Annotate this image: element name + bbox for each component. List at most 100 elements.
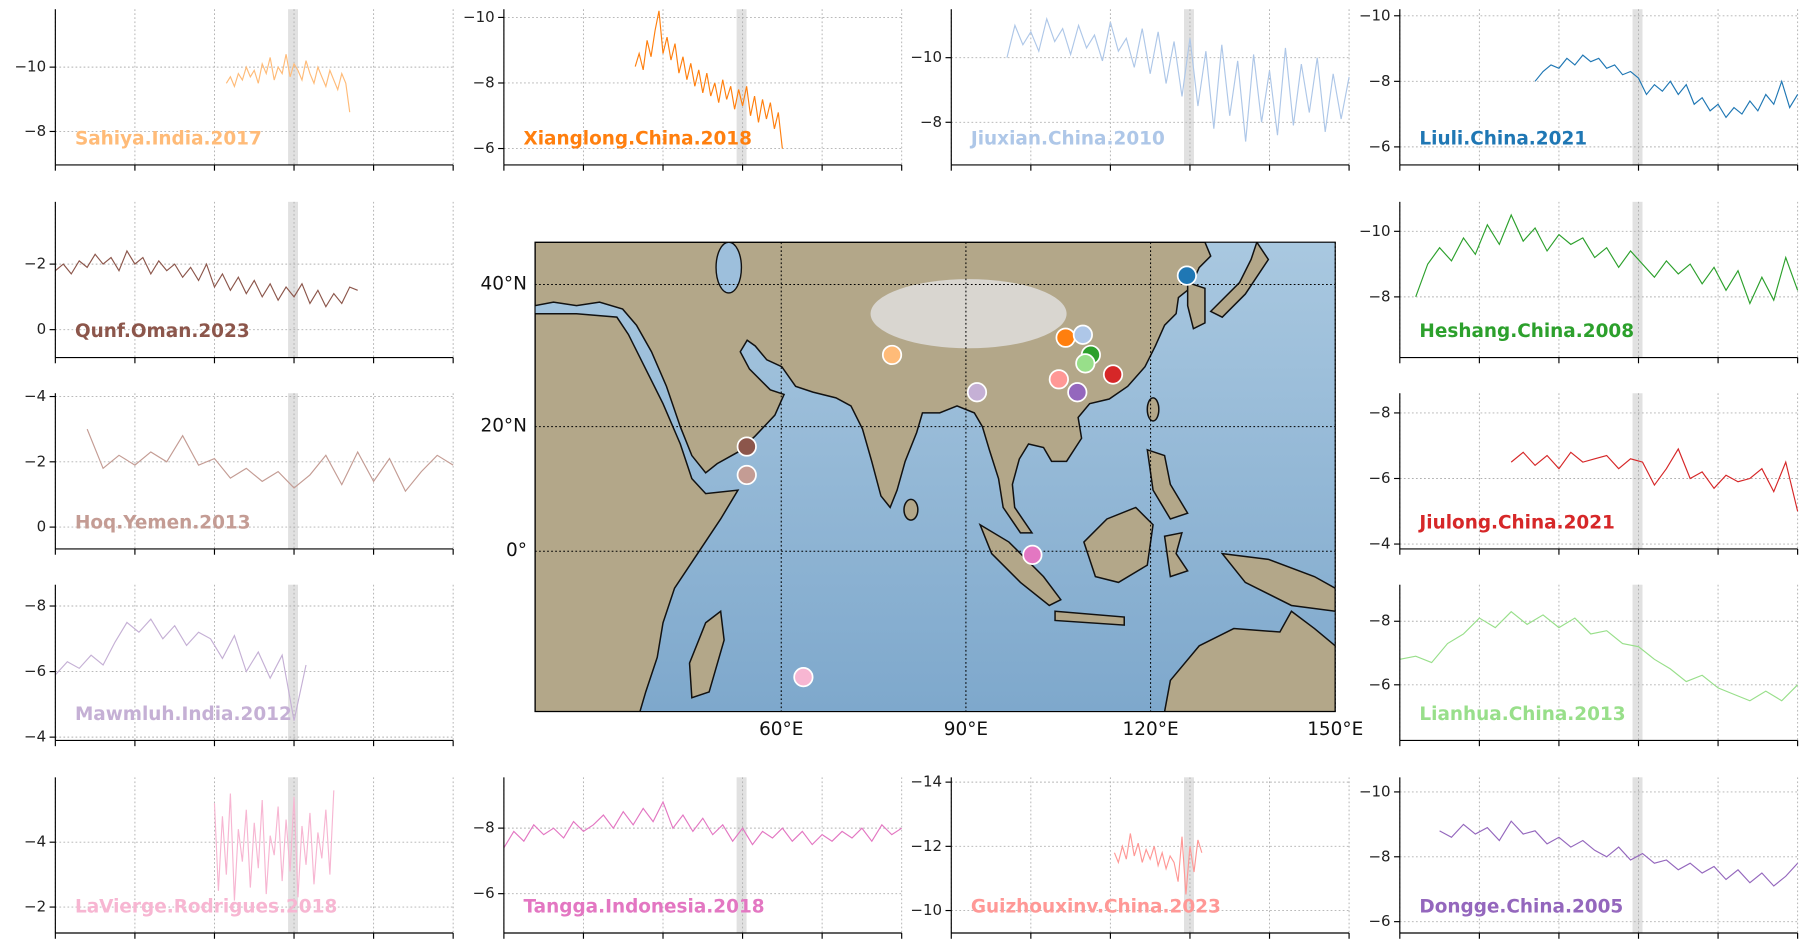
y-tick-label: −6 [1369, 675, 1391, 693]
land [1146, 448, 1189, 520]
series-line [634, 10, 783, 149]
land [1186, 281, 1206, 330]
y-tick-label: −8 [24, 597, 46, 615]
land [1054, 610, 1125, 626]
panel-title: Hoq.Yemen.2013 [75, 513, 251, 534]
series-line [1399, 610, 1799, 702]
highlight-span [1632, 393, 1643, 549]
highlight-span [288, 777, 299, 934]
panel-title: Lianhua.China.2013 [1419, 704, 1625, 725]
series-line [1006, 16, 1350, 142]
map-x-tick-label: 150°E [1307, 719, 1363, 740]
highlight-span [736, 777, 747, 934]
panel-title: Jiuxian.China.2010 [969, 129, 1165, 150]
land [903, 498, 919, 521]
map-x-tick-label: 120°E [1123, 719, 1179, 740]
y-tick-label: −6 [1369, 912, 1391, 930]
highlight-span [1632, 777, 1643, 934]
highlight-span [288, 393, 299, 549]
highlight-span [288, 584, 299, 741]
y-tick-label: −2 [24, 255, 46, 273]
y-tick-label: 0 [37, 518, 47, 536]
land [535, 312, 740, 712]
y-tick-label: −4 [24, 387, 46, 405]
map-x-tick-label: 60°E [759, 719, 803, 740]
site-marker [1072, 324, 1093, 345]
land [1209, 242, 1270, 319]
highlight-span [288, 9, 299, 165]
series-line [54, 618, 307, 721]
y-tick-label: −10 [910, 901, 942, 919]
site-marker [966, 382, 988, 403]
panel-title: Guizhouxinv.China.2023 [971, 897, 1221, 918]
site-marker [793, 667, 814, 688]
y-tick-label: −8 [473, 819, 495, 837]
y-tick-label: −10 [1359, 222, 1391, 240]
site-marker [881, 344, 903, 366]
land [1163, 531, 1189, 578]
panel-title: Sahiya.India.2017 [75, 129, 262, 150]
y-tick-label: −6 [473, 884, 495, 902]
y-tick-label: −10 [1359, 6, 1391, 24]
highlight-span [1183, 9, 1194, 165]
highlight-span [1632, 201, 1643, 358]
y-tick-label: −6 [1369, 469, 1391, 487]
y-tick-label: 0 [37, 320, 47, 338]
panel-title: Tangga.Indonesia.2018 [523, 897, 764, 918]
plateau [870, 279, 1067, 349]
highlight-span [1632, 9, 1643, 165]
panel-title: Dongge.China.2005 [1419, 897, 1623, 918]
y-tick-label: −12 [910, 837, 942, 855]
site-marker [736, 464, 757, 486]
site-marker [1048, 369, 1069, 390]
y-tick-label: −6 [473, 139, 495, 157]
series-line [1510, 447, 1799, 512]
site-marker [1022, 544, 1043, 565]
y-tick-label: −8 [920, 113, 942, 131]
y-tick-label: −6 [24, 662, 46, 680]
site-marker [1075, 353, 1096, 374]
y-tick-label: −10 [1359, 782, 1391, 800]
series-line [1415, 213, 1799, 305]
highlight-span [288, 201, 299, 358]
y-tick-label: −8 [473, 73, 495, 91]
land [1163, 610, 1336, 712]
y-tick-label: −4 [1369, 535, 1391, 553]
map-y-tick-label: 40°N [480, 273, 526, 294]
series-line [213, 790, 335, 901]
highlight-span [1632, 584, 1643, 741]
y-tick-label: −8 [1369, 287, 1391, 305]
site-marker [1102, 364, 1124, 385]
series-line [225, 54, 351, 113]
y-tick-label: −8 [24, 122, 46, 140]
panel-title: Qunf.Oman.2023 [75, 321, 250, 342]
y-tick-label: −4 [24, 833, 46, 851]
map-x-tick-label: 90°E [944, 719, 988, 740]
y-tick-label: −10 [463, 8, 495, 26]
panel-title: Jiulong.China.2021 [1417, 513, 1614, 534]
site-marker [1176, 265, 1197, 286]
y-tick-label: −6 [1369, 137, 1391, 155]
panel-title: Liuli.China.2021 [1419, 129, 1587, 150]
panel-title: Xianglong.China.2018 [523, 129, 751, 150]
map-y-tick-label: 0° [506, 540, 527, 561]
land [1220, 552, 1336, 612]
y-tick-label: −2 [24, 452, 46, 470]
y-tick-label: −4 [24, 728, 46, 746]
map-y-tick-label: 20°N [480, 416, 526, 437]
map-background [535, 242, 1336, 712]
highlight-span [736, 9, 747, 165]
y-tick-label: −2 [24, 898, 46, 916]
series-line [1113, 833, 1203, 895]
y-tick-label: −10 [910, 48, 942, 66]
y-tick-label: −8 [1369, 612, 1391, 630]
series-line [86, 428, 454, 493]
site-marker [736, 436, 757, 457]
panel-title: Mawmluh.India.2012 [75, 704, 292, 725]
site-marker [1067, 382, 1088, 403]
y-tick-label: −10 [15, 58, 47, 76]
series-line [1534, 54, 1799, 119]
series-line [54, 249, 358, 308]
